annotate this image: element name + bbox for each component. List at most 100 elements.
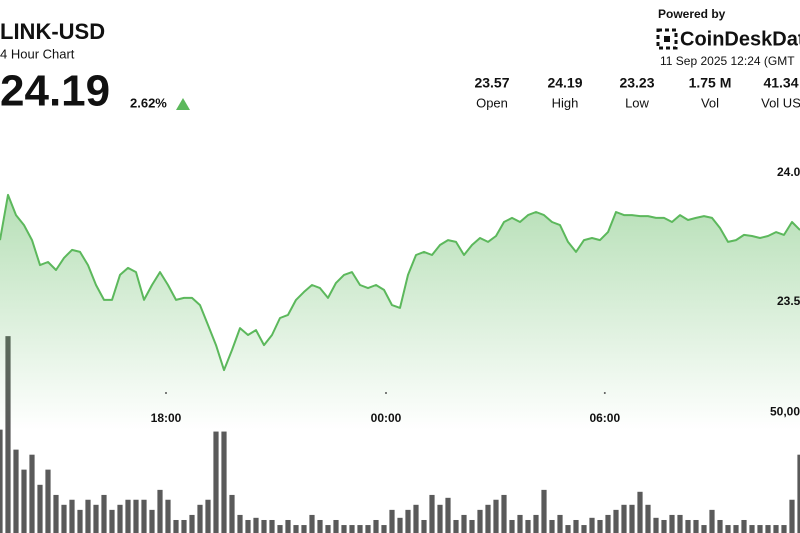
volume-bar [733, 525, 739, 533]
volume-bar [461, 514, 467, 533]
volume-bar [309, 514, 315, 533]
volume-bar [333, 519, 339, 533]
volume-bar [453, 519, 459, 533]
volume-bar [285, 519, 291, 533]
volume-bar [277, 525, 283, 533]
volume-bar [357, 525, 363, 533]
volume-bar [149, 509, 155, 533]
stat-value: 23.23 [619, 75, 654, 91]
volume-bar [21, 469, 27, 533]
price-area [0, 194, 800, 430]
volume-bar [53, 494, 59, 533]
volume-bar [213, 431, 219, 533]
x-tick-mark [165, 392, 167, 394]
stat-value: 41.34 [763, 75, 798, 91]
volume-bar [565, 525, 571, 533]
volume-bar [165, 499, 171, 533]
volume-bar [477, 509, 483, 533]
volume-bar [765, 525, 771, 533]
volume-bar [749, 525, 755, 533]
volume-bar [181, 519, 187, 533]
volume-bar [69, 499, 75, 533]
volume-bar [421, 519, 427, 533]
volume-bar [485, 504, 491, 533]
volume-bar [589, 517, 595, 533]
volume-bar [77, 509, 83, 533]
volume-bar [781, 525, 787, 533]
subtitle: 4 Hour Chart [0, 46, 75, 61]
volume-bar [365, 525, 371, 533]
volume-bar [773, 525, 779, 533]
price: 24.19 [0, 67, 110, 116]
powered-by: Powered by [658, 7, 726, 21]
price-line [0, 193, 800, 372]
volume-bar [701, 525, 707, 533]
volume-bar [653, 517, 659, 533]
volume-bar [109, 509, 115, 533]
volume-bar [797, 454, 800, 533]
change: 2.62% [130, 95, 167, 110]
volume-bar [229, 494, 235, 533]
volume-bar [725, 525, 731, 533]
x-tick-mark [385, 392, 387, 394]
volume-bar [341, 525, 347, 533]
up-arrow [176, 98, 190, 110]
timestamp: 11 Sep 2025 12:24 (GMT [660, 54, 795, 68]
volume-bar [629, 504, 635, 533]
volume-bar [117, 504, 123, 533]
volume-bar [373, 519, 379, 533]
volume-bar [325, 525, 331, 533]
volume-bar [533, 514, 539, 533]
volume-bar [717, 519, 723, 533]
stat-value: 1.75 M [689, 75, 732, 91]
volume-bar [669, 514, 675, 533]
volume-bar [637, 491, 643, 533]
volume-bar [677, 514, 683, 533]
volume-bar [709, 509, 715, 533]
volume-bar [685, 519, 691, 533]
volume-bar [141, 499, 147, 533]
volume-bar [469, 519, 475, 533]
volume-bar [581, 525, 587, 533]
volume-bar [757, 525, 763, 533]
volume-bar [541, 489, 547, 533]
volume-bar [189, 514, 195, 533]
volume-bar [293, 525, 299, 533]
stat-value: 24.19 [547, 75, 582, 91]
volume-bar [197, 504, 203, 533]
plot: 18:00 00:00 06:00 24.0 23.5 50,00 [0, 165, 800, 533]
y-tick-label: 24.0 [777, 165, 800, 179]
volume-bar [605, 514, 611, 533]
volume-bar [557, 514, 563, 533]
volume-bar [261, 519, 267, 533]
stat-label: High [552, 95, 579, 110]
volume-bar [349, 525, 355, 533]
volume-bar [237, 514, 243, 533]
volume-bar [493, 499, 499, 533]
volume-bar [269, 519, 275, 533]
volume-bar [621, 504, 627, 533]
volume-bar [517, 514, 523, 533]
volume-bar [125, 499, 131, 533]
volume-bar [45, 469, 51, 533]
stat-label: Open [476, 95, 508, 110]
volume-bar [389, 509, 395, 533]
volume-bar [205, 499, 211, 533]
stat-label: Vol [701, 95, 719, 110]
volume-bar [221, 431, 227, 533]
logo-icon [656, 28, 678, 50]
stat-label: Vol US [761, 95, 800, 110]
volume-bar [445, 497, 451, 533]
brand: CoinDeskDat [680, 28, 800, 50]
x-tick-label: 06:00 [589, 411, 620, 425]
volume-bar [437, 504, 443, 533]
volume-bar [93, 504, 99, 533]
volume-bar [29, 454, 35, 533]
y-tick-label: 23.5 [777, 294, 800, 308]
stat-label: Low [625, 95, 649, 110]
volume-bar [741, 519, 747, 533]
volume-bar [501, 494, 507, 533]
volume-bar [397, 517, 403, 533]
x-tick-label: 00:00 [371, 411, 402, 425]
